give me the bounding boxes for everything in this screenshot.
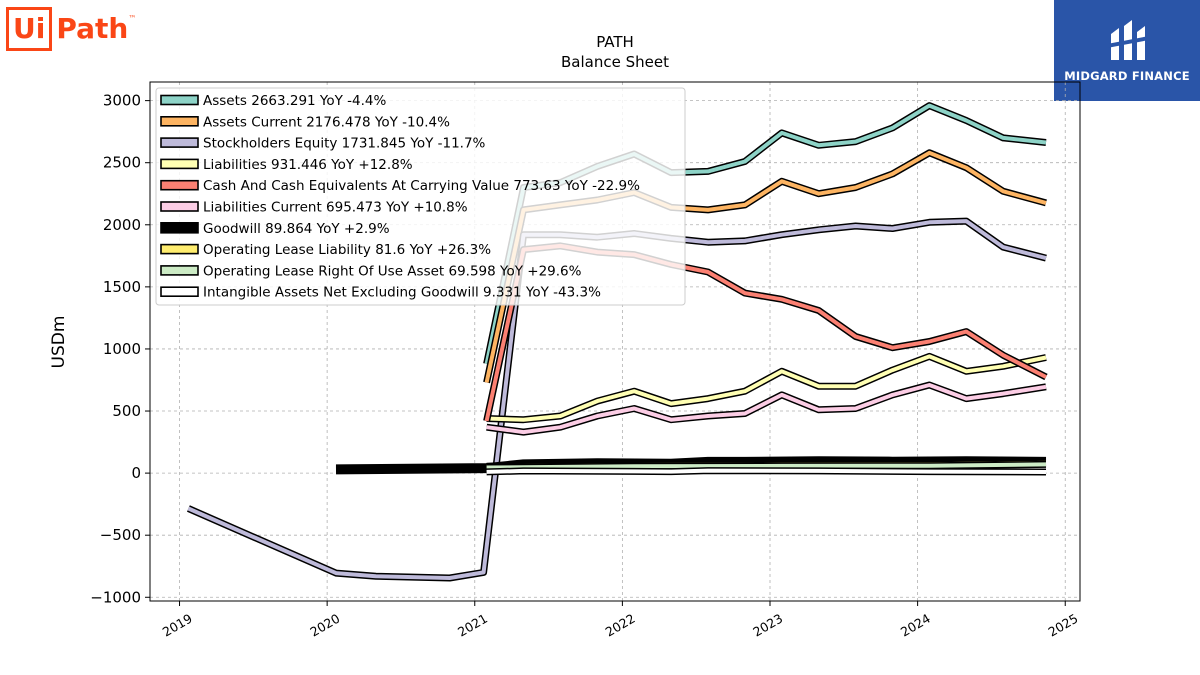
legend-swatch	[160, 158, 199, 170]
x-tick-label: 2025	[1045, 611, 1080, 640]
y-tick-label: −500	[100, 526, 141, 544]
legend-swatch	[160, 94, 199, 106]
legend-box	[155, 87, 686, 306]
x-tick-label: 2023	[750, 611, 785, 640]
legend-entry-label: Operating Lease Liability 81.6 YoY +26.3…	[203, 242, 491, 258]
series-operating-lease-right-of-use-asset-line	[486, 462, 1047, 470]
x-tick-label: 2024	[898, 611, 933, 640]
legend-swatch	[160, 201, 199, 212]
series-intangible-assets-net-excluding-goodwill-line	[486, 468, 1047, 474]
midgard-finance-label: MIDGARD FINANCE	[1064, 69, 1190, 83]
x-tick-label: 2022	[603, 611, 638, 640]
y-tick-label: 1000	[103, 340, 141, 358]
legend-entry-label: Stockholders Equity 1731.845 YoY -11.7%	[203, 136, 486, 152]
plot-frame	[149, 81, 1081, 602]
uipath-logo-tm: ™	[128, 14, 137, 23]
legend-entry-label: Intangible Assets Net Excluding Goodwill…	[203, 285, 601, 301]
series-liabilities-line	[486, 354, 1047, 422]
series-stockholders-equity-line	[187, 219, 1047, 580]
uipath-logo-ui: Ui	[6, 7, 53, 51]
legend-swatch	[160, 222, 199, 234]
y-tick-label: 500	[112, 402, 141, 420]
legend-entry-label: Cash And Cash Equivalents At Carrying Va…	[203, 178, 640, 194]
uipath-logo: Ui Path ™	[6, 6, 136, 52]
legend-entry-label: Liabilities Current 695.473 YoY +10.8%	[203, 200, 468, 216]
y-tick-label: 1500	[103, 278, 141, 296]
x-tick-label: 2020	[307, 611, 342, 640]
legend-entry-label: Operating Lease Right Of Use Asset 69.59…	[203, 263, 582, 279]
y-tick-label: 2500	[103, 154, 141, 172]
chart-subtitle: Balance Sheet	[561, 53, 669, 71]
legend-swatch	[160, 286, 199, 298]
legend-swatch	[160, 137, 199, 148]
x-tick-label: 2019	[160, 611, 195, 640]
legend-swatch	[160, 243, 199, 255]
midgard-emblem-icon	[1107, 20, 1149, 60]
legend-swatch	[160, 265, 199, 276]
y-tick-label: 2000	[103, 216, 141, 234]
legend-entry-label: Liabilities 931.446 YoY +12.8%	[203, 157, 413, 173]
legend-entry-label: Assets Current 2176.478 YoY -10.4%	[203, 114, 450, 130]
y-tick-label: 3000	[103, 92, 141, 110]
y-tick-label: −1000	[90, 588, 141, 606]
y-axis-label: USDm	[49, 316, 69, 369]
legend-swatch	[160, 116, 199, 127]
legend: Assets 2663.291 YoY -4.4% Assets Current …	[155, 87, 686, 306]
series-liabilities-current-line	[486, 383, 1047, 435]
legend-entry-label: Assets 2663.291 YoY -4.4%	[203, 93, 387, 109]
midgard-finance-logo: MIDGARD FINANCE	[1054, 0, 1200, 101]
chart-title: PATH	[596, 33, 634, 51]
y-tick-label: 0	[131, 464, 141, 482]
x-tick-label: 2021	[455, 611, 490, 640]
uipath-logo-path: Path	[56, 12, 129, 45]
legend-entry-label: Goodwill 89.864 YoY +2.9%	[203, 221, 390, 237]
legend-swatch	[160, 179, 199, 191]
